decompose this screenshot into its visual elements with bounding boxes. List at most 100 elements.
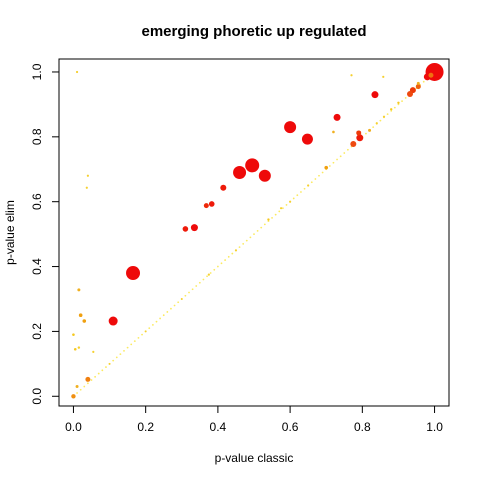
diagonal-point — [159, 317, 162, 320]
x-tick-label: 1.0 — [426, 420, 443, 434]
diagonal-point — [126, 346, 129, 349]
data-point — [75, 385, 79, 389]
data-point — [289, 200, 292, 203]
x-tick-label: 0.4 — [210, 420, 227, 434]
data-point — [382, 115, 386, 118]
diagonal-point — [94, 375, 97, 378]
data-point — [77, 288, 81, 292]
diagonal-point — [281, 207, 284, 210]
data-point — [301, 133, 313, 145]
data-point — [71, 394, 76, 399]
data-point — [77, 346, 81, 349]
data-point — [416, 81, 420, 85]
y-axis-label: p-value elim — [3, 200, 17, 265]
data-point — [371, 91, 379, 99]
diagonal-point — [166, 311, 169, 313]
diagonal-point — [105, 366, 107, 368]
diagonal-point — [170, 307, 172, 310]
diagonal-point — [184, 294, 187, 297]
data-point — [85, 186, 88, 189]
diagonal-point — [379, 119, 382, 122]
diagonal-point — [310, 181, 313, 184]
diagonal-point — [365, 132, 367, 135]
x-tick-label: 0.2 — [137, 420, 154, 434]
diagonal-point — [296, 194, 299, 197]
data-point — [332, 130, 335, 134]
diagonal-point — [101, 369, 104, 372]
diagonal-point — [148, 327, 151, 330]
data-point — [182, 226, 189, 232]
data-point — [144, 330, 147, 333]
data-point — [407, 91, 413, 98]
diagonal-point — [256, 229, 259, 232]
diagonal-point — [238, 246, 241, 248]
diagonal-point — [188, 291, 190, 294]
diagonal-point — [133, 340, 136, 343]
diagonal-point — [173, 304, 176, 307]
y-tick-label: 0.8 — [30, 128, 44, 145]
diagonal-point — [76, 392, 78, 394]
diagonal-point — [422, 80, 425, 83]
diagonal-point — [209, 272, 212, 274]
diagonal-point — [141, 333, 143, 336]
data-point — [180, 297, 183, 300]
data-point — [356, 130, 362, 136]
diagonal-point — [177, 301, 180, 304]
diagonal-point — [372, 126, 375, 129]
diagonal-point — [119, 353, 122, 356]
data-point — [333, 113, 341, 121]
diagonal-point — [401, 100, 403, 103]
data-point — [207, 273, 210, 276]
data-point — [397, 101, 400, 104]
data-point — [267, 218, 270, 221]
diagonal-point — [260, 226, 263, 229]
diagonal-point — [86, 382, 89, 385]
x-axis: 0.0 0.2 0.4 0.6 0.8 1.0 — [65, 405, 443, 434]
diagonal-point — [318, 174, 320, 177]
diagonal-point — [267, 220, 270, 223]
diagonal-point — [220, 262, 223, 265]
diagonal-point — [274, 213, 277, 216]
diagonal-point — [339, 155, 342, 158]
data-point — [85, 376, 91, 382]
data-point — [73, 347, 77, 351]
data-point — [279, 207, 283, 210]
diagonal-point — [123, 349, 125, 352]
x-tick-label: 0.8 — [354, 420, 371, 434]
data-point — [82, 319, 87, 323]
diagonal-point — [242, 242, 245, 245]
data-point — [356, 134, 364, 142]
diagonal-point — [151, 324, 154, 326]
data-point — [78, 313, 83, 317]
diagonal-point — [278, 210, 281, 213]
data-point — [390, 108, 393, 111]
diagonal-point — [79, 388, 82, 391]
diagonal-point — [224, 259, 227, 261]
data-point — [108, 362, 111, 365]
data-point — [415, 84, 421, 90]
diagonal-point — [390, 109, 393, 112]
data-point — [126, 266, 141, 281]
data-point — [324, 165, 329, 170]
diagonal-point — [202, 278, 205, 281]
diagonal-point — [231, 252, 234, 255]
diagonal-point — [249, 236, 252, 239]
data-point — [203, 203, 209, 209]
data-point — [86, 174, 89, 177]
diagonal-point — [271, 217, 273, 219]
data-point — [234, 249, 238, 252]
diagonal-point — [112, 359, 115, 362]
diagonal-point — [263, 223, 266, 226]
x-axis-label: p-value classic — [215, 451, 294, 465]
diagonal-point — [83, 385, 86, 388]
data-point — [72, 333, 75, 336]
diagonal-point — [332, 161, 335, 164]
data-point — [350, 74, 353, 77]
x-tick-label: 0.6 — [282, 420, 299, 434]
data-point — [245, 158, 260, 173]
data-point — [190, 224, 198, 232]
data-point — [208, 201, 215, 207]
diagonal-point — [404, 97, 407, 99]
diagonal-point — [397, 103, 400, 106]
data-point — [284, 121, 297, 134]
